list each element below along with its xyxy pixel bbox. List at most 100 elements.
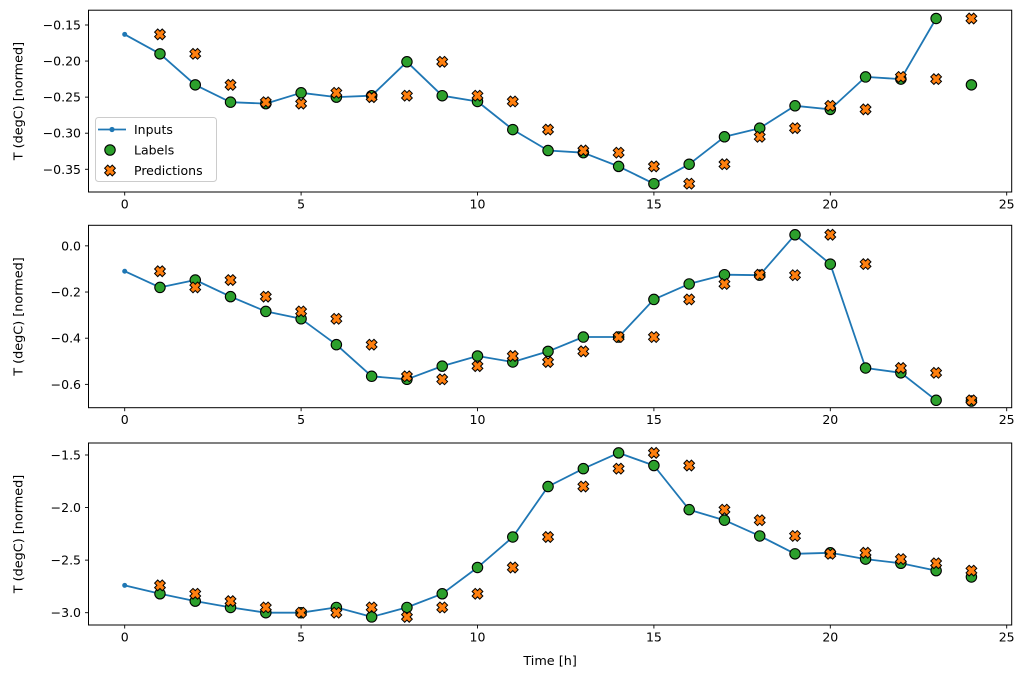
inputs-line <box>124 452 937 618</box>
x-tick-label: 0 <box>121 412 129 427</box>
y-axis-label: T (degC) [normed] <box>12 42 27 161</box>
label-marker <box>648 177 660 190</box>
label-marker <box>154 48 166 60</box>
x-tick-label: 5 <box>297 630 305 645</box>
prediction-marker <box>224 595 237 608</box>
label-marker <box>789 229 801 241</box>
prediction-marker <box>189 47 202 60</box>
prediction-marker <box>859 258 872 271</box>
prediction-marker <box>612 462 625 475</box>
legend-labels-sample <box>104 144 116 156</box>
subplot-1: 0 5 10 15 20 25 0.0 −0.2 −0.4 −0.6 T (degC) [norme… <box>12 224 1015 427</box>
x-tick-label: 15 <box>646 197 662 212</box>
prediction-marker <box>577 480 590 493</box>
label-marker <box>154 281 166 294</box>
label-marker <box>436 89 448 102</box>
legend: Inputs Labels Predictions <box>95 117 217 182</box>
label-marker <box>507 531 519 543</box>
axes-spines <box>88 442 1013 626</box>
prediction-marker <box>788 269 802 282</box>
prediction-marker <box>365 338 378 351</box>
label-marker <box>718 514 731 526</box>
y-tick-label: −0.25 <box>43 90 81 105</box>
prediction-marker <box>753 514 766 527</box>
prediction-marker <box>965 394 978 407</box>
label-marker <box>789 100 801 112</box>
legend-box <box>95 117 217 182</box>
legend-predictions-sample <box>103 164 117 177</box>
x-axis: 0 5 10 15 20 25 <box>121 407 1015 427</box>
x-tick-label: 25 <box>999 197 1015 212</box>
y-tick-label: −0.20 <box>43 54 81 69</box>
plot-background <box>88 10 1012 193</box>
prediction-marker <box>788 122 802 135</box>
label-marker <box>718 131 731 143</box>
x-tick-label: 5 <box>297 412 305 427</box>
label-marker <box>260 305 272 318</box>
x-tick-label: 20 <box>822 630 838 645</box>
inputs-line <box>124 18 937 185</box>
prediction-marker <box>824 547 837 560</box>
prediction-marker <box>153 579 167 592</box>
label-marker <box>507 123 519 136</box>
legend-item-label: Inputs <box>134 122 173 137</box>
legend-item-label: Predictions <box>134 163 203 178</box>
axes-spines <box>88 224 1013 409</box>
prediction-marker <box>647 446 660 459</box>
predictions-markers <box>153 12 978 190</box>
label-marker <box>330 338 343 351</box>
prediction-marker <box>365 91 378 104</box>
prediction-marker <box>330 86 343 99</box>
prediction-marker <box>153 28 167 41</box>
y-tick-label: −0.15 <box>43 17 81 32</box>
subplot-2: 0 5 10 15 20 25 −1.5 −2.0 −2.5 −3.0 T (degC) [norm… <box>12 442 1015 645</box>
prediction-marker <box>506 349 519 363</box>
y-tick-label: −2.0 <box>51 500 81 515</box>
prediction-marker <box>824 228 837 241</box>
x-tick-label: 15 <box>646 412 662 427</box>
label-marker <box>718 268 731 281</box>
input-dot <box>122 268 128 274</box>
prediction-marker <box>930 73 943 86</box>
prediction-marker <box>612 146 625 159</box>
label-marker <box>612 160 625 173</box>
label-marker <box>542 480 554 493</box>
label-marker <box>859 71 872 83</box>
prediction-marker <box>718 503 731 516</box>
y-axis: −0.15 −0.20 −0.25 −0.30 −0.35 <box>43 17 89 177</box>
input-dot <box>122 582 128 588</box>
label-marker <box>648 293 660 306</box>
x-tick-label: 15 <box>646 630 662 645</box>
x-axis-label: Time [h] <box>522 654 576 669</box>
label-marker <box>753 122 766 134</box>
prediction-marker <box>471 89 484 102</box>
prediction-marker <box>471 360 484 373</box>
x-tick-label: 10 <box>470 412 486 427</box>
legend-inputs-dot <box>109 126 115 133</box>
prediction-marker <box>295 606 308 619</box>
label-marker <box>930 394 942 407</box>
x-tick-label: 0 <box>121 630 129 645</box>
label-marker <box>577 331 590 343</box>
label-marker <box>930 12 942 25</box>
y-axis-label: T (degC) [normed] <box>12 475 27 594</box>
prediction-marker <box>788 529 802 543</box>
prediction-marker <box>647 330 660 344</box>
prediction-marker <box>400 370 414 383</box>
axes-spines <box>88 9 1013 193</box>
prediction-marker <box>541 355 555 369</box>
x-axis: 0 5 10 15 20 25 <box>121 192 1015 212</box>
label-marker <box>824 258 837 270</box>
label-marker <box>542 345 554 358</box>
label-marker <box>965 79 978 91</box>
prediction-marker <box>436 55 449 68</box>
prediction-marker <box>436 601 449 614</box>
input-dot <box>122 31 128 37</box>
plot-background <box>88 225 1012 408</box>
label-marker <box>365 611 378 623</box>
label-marker <box>436 360 448 372</box>
label-marker <box>471 561 484 574</box>
label-marker <box>789 548 801 560</box>
label-marker <box>542 144 554 157</box>
